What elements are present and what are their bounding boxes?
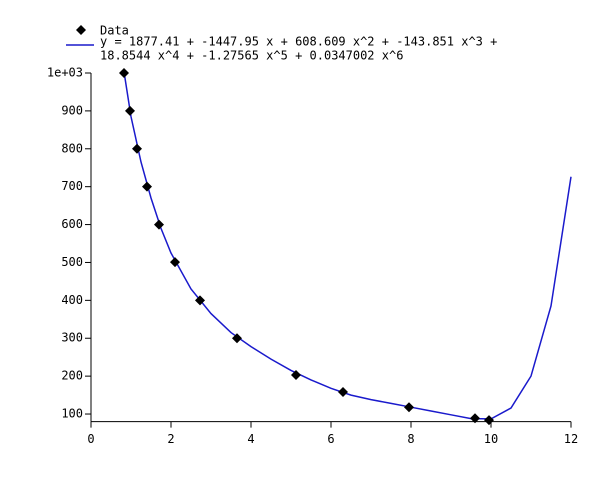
data-point (484, 415, 494, 426)
data-point (338, 387, 348, 398)
x-tick-label: 12 (564, 432, 578, 446)
y-tick-label: 900 (61, 103, 83, 117)
y-tick-label: 700 (61, 179, 83, 193)
legend-label: y = 1877.41 + -1447.95 x + 608.609 x^2 +… (100, 35, 497, 49)
y-tick-label: 800 (61, 141, 83, 155)
data-point (125, 105, 135, 116)
legend-label: 18.8544 x^4 + -1.27565 x^5 + 0.0347002 x… (100, 49, 403, 63)
data-point (232, 333, 242, 344)
legend-marker (76, 25, 86, 35)
x-tick-label: 0 (87, 432, 94, 446)
legend-label: Data (100, 24, 129, 38)
x-tick-label: 8 (407, 432, 414, 446)
data-point (470, 413, 480, 424)
y-tick-label: 600 (61, 217, 83, 231)
data-point (154, 219, 164, 230)
y-tick-label: 300 (61, 331, 83, 345)
data-point (119, 68, 129, 78)
y-tick-label: 400 (61, 293, 83, 307)
data-point (132, 143, 142, 154)
data-point (195, 295, 205, 306)
data-point (404, 402, 414, 413)
data-point (291, 369, 301, 380)
data-point (170, 257, 180, 268)
data-point (142, 181, 152, 192)
x-tick-label: 10 (484, 432, 498, 446)
x-tick-label: 2 (167, 432, 174, 446)
x-tick-label: 6 (327, 432, 334, 446)
y-tick-label: 1e+03 (47, 66, 83, 80)
x-tick-label: 4 (247, 432, 254, 446)
y-tick-label: 500 (61, 255, 83, 269)
y-tick-label: 200 (61, 369, 83, 383)
y-tick-label: 100 (61, 407, 83, 421)
